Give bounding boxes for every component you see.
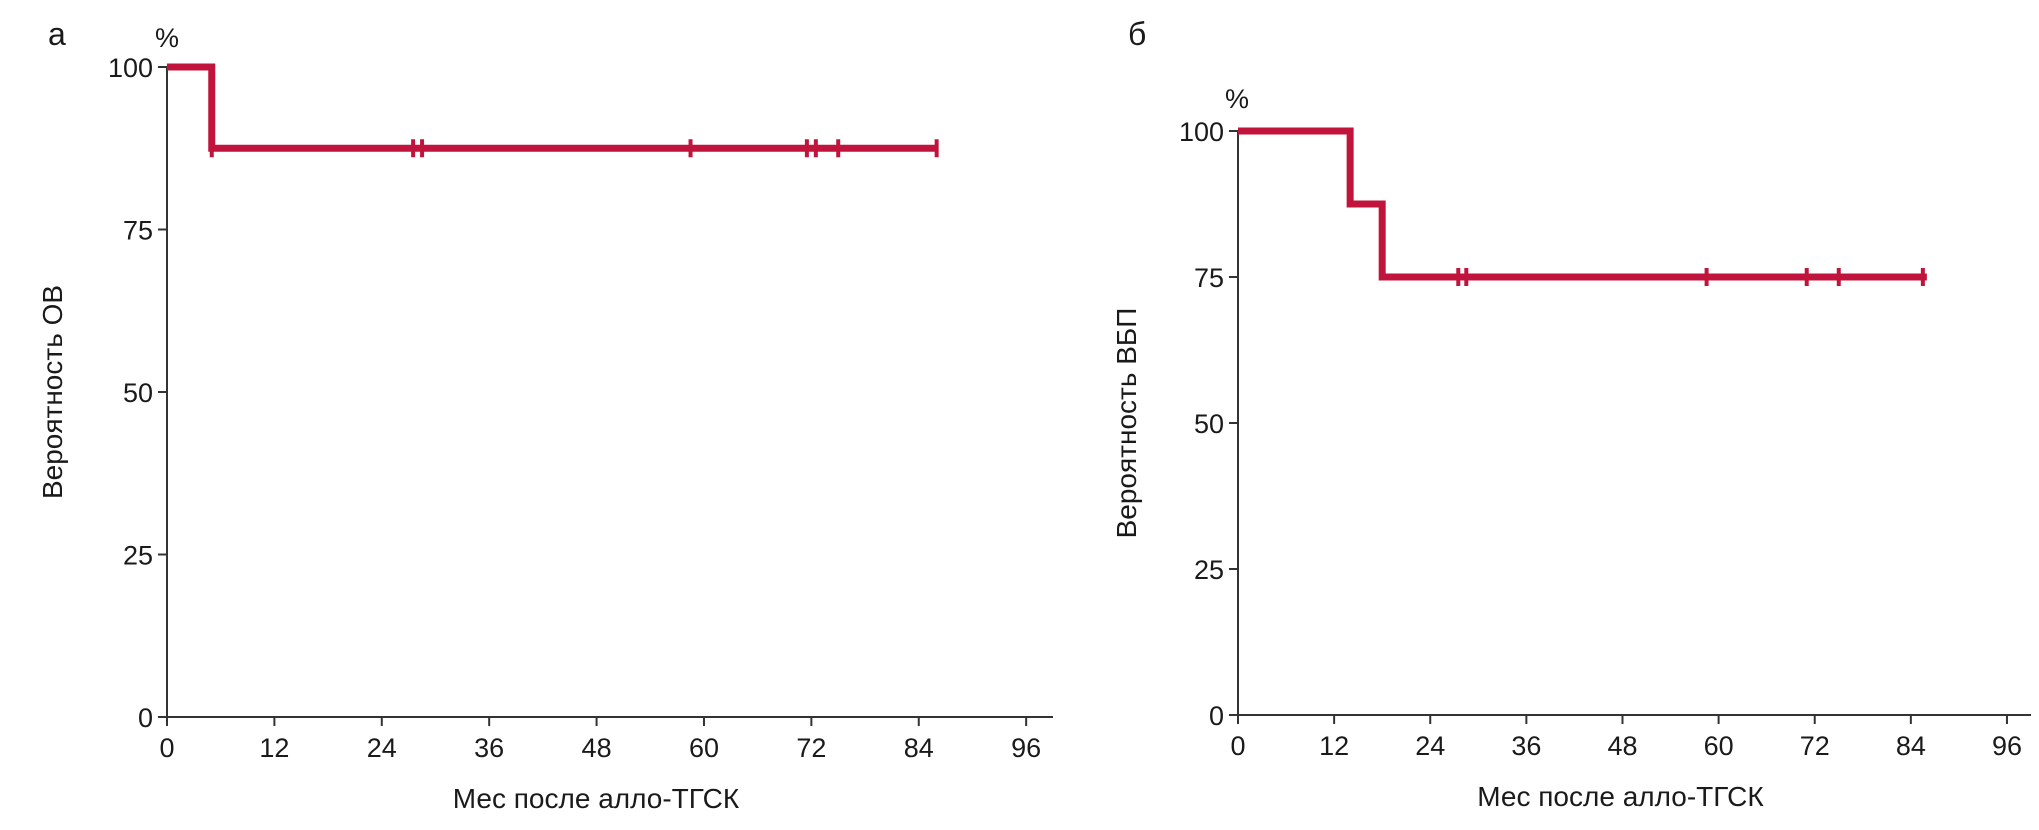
x-tick-label: 96 <box>1011 733 1041 763</box>
x-tick-label: 72 <box>796 733 826 763</box>
x-axis-title: Мес после алло-ТГСК <box>1477 781 1764 812</box>
y-tick-label: 25 <box>123 541 153 571</box>
y-tick-label: 75 <box>1194 263 1224 293</box>
y-unit-label: % <box>155 23 179 53</box>
x-tick-label: 96 <box>1992 731 2022 761</box>
x-tick-label: 60 <box>689 733 719 763</box>
x-tick-label: 12 <box>1319 731 1349 761</box>
chart-panel-a: а % 0 12 24 36 48 60 72 84 96 0 25 50 75 100 Мес после а… <box>37 16 1053 814</box>
x-axis-title: Мес после алло-ТГСК <box>453 783 740 814</box>
panel-letter: а <box>48 16 66 52</box>
panel-letter: б <box>1128 16 1146 52</box>
y-tick-label: 0 <box>1209 701 1224 731</box>
y-axis-title: Вероятность ВБП <box>1111 308 1142 539</box>
y-tick-label: 75 <box>123 216 153 246</box>
chart-panel-b: б% 0 12 24 36 48 60 72 84 96 0 25 50 75 100 Мес после а… <box>1111 16 2031 812</box>
y-tick-label: 0 <box>138 703 153 733</box>
y-axis-title: Вероятность ОВ <box>37 285 68 499</box>
x-tick-label: 48 <box>582 733 612 763</box>
x-tick-label: 36 <box>474 733 504 763</box>
x-tick-label: 0 <box>159 733 174 763</box>
x-tick-label: 84 <box>904 733 934 763</box>
x-tick-label: 24 <box>1415 731 1445 761</box>
y-tick-label: 100 <box>1179 117 1224 147</box>
x-tick-label: 84 <box>1896 731 1926 761</box>
x-tick-label: 48 <box>1607 731 1637 761</box>
y-unit-label: % <box>1225 84 1249 114</box>
x-tick-label: 36 <box>1511 731 1541 761</box>
km-step-line <box>1238 127 1927 281</box>
x-tick-label: 12 <box>259 733 289 763</box>
x-tick-label: 72 <box>1800 731 1830 761</box>
y-tick-label: 50 <box>1194 409 1224 439</box>
y-tick-label: 25 <box>1194 555 1224 585</box>
y-tick-label: 100 <box>108 53 153 83</box>
x-tick-label: 0 <box>1230 731 1245 761</box>
y-tick-label: 50 <box>123 378 153 408</box>
x-tick-label: 60 <box>1704 731 1734 761</box>
x-tick-label: 24 <box>367 733 397 763</box>
km-step-line <box>167 63 937 152</box>
